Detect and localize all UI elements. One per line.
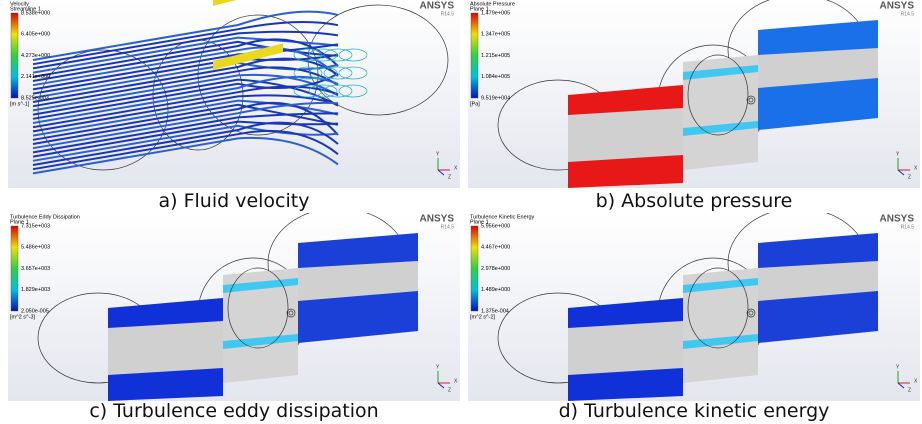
shape <box>568 321 683 375</box>
caption: c) Turbulence eddy dissipation <box>8 400 460 422</box>
legend-tick-label: 5.486e+003 <box>21 245 50 251</box>
figure: VelocityStreamline 18.538e+0006.405e+000… <box>0 0 922 424</box>
legend-unit: [Pa] <box>470 101 480 107</box>
brand-logo: ANSYS <box>880 214 915 225</box>
legend-unit: [m^2 s^-3] <box>10 314 35 320</box>
legend-tick-label: 7.315e+003 <box>21 223 50 229</box>
axis-label: Z <box>908 174 911 180</box>
legend-tick-label: 1.829e+003 <box>21 287 50 293</box>
brand-version: R14.5 <box>441 11 455 17</box>
caption: d) Turbulence kinetic energy <box>468 400 920 422</box>
axis-label: Z <box>448 174 451 180</box>
caption: a) Fluid velocity <box>8 190 460 212</box>
panel: Absolute PressurePlane 11.479e+0051.347e… <box>468 0 920 188</box>
shape <box>568 108 683 162</box>
color-bar <box>11 13 18 98</box>
legend-tick-label: 6.405e+000 <box>21 32 50 38</box>
legend-unit: [m^2 s^-2] <box>470 314 495 320</box>
caption: b) Absolute pressure <box>468 190 920 212</box>
color-bar <box>471 226 478 311</box>
legend-tick-label: 8.538e+000 <box>21 10 50 16</box>
brand-logo: ANSYS <box>880 1 915 12</box>
legend-tick-label: 2.978e+000 <box>481 266 510 272</box>
legend-tick-label: 1.215e+005 <box>481 53 510 59</box>
brand-logo: ANSYS <box>420 1 455 12</box>
axis-label: Z <box>448 387 451 393</box>
legend-unit: [m s^-1] <box>10 101 30 107</box>
cfd-view: Absolute PressurePlane 11.479e+0051.347e… <box>468 0 920 188</box>
color-bar <box>11 226 18 311</box>
color-bar <box>471 13 478 98</box>
legend-tick-label: 1.347e+005 <box>481 32 510 38</box>
legend-tick-label: 5.956e+000 <box>481 223 510 229</box>
legend-tick-label: 4.467e+000 <box>481 245 510 251</box>
legend-tick-label: 1.479e+005 <box>481 10 510 16</box>
legend-tick-label: 1.489e+000 <box>481 287 510 293</box>
axis-label: Z <box>908 387 911 393</box>
legend-tick-label: 2.141e+000 <box>21 74 50 80</box>
legend-tick-label: 4.273e+000 <box>21 53 50 59</box>
legend-tick-label: 1.084e+005 <box>481 74 510 80</box>
shape <box>108 321 223 375</box>
brand-version: R14.5 <box>901 11 915 17</box>
brand-version: R14.5 <box>441 224 455 230</box>
legend-tick-label: 3.657e+003 <box>21 266 50 272</box>
brand-logo: ANSYS <box>420 214 455 225</box>
brand-version: R14.5 <box>901 224 915 230</box>
legend-tick-label: 9.519e+004 <box>481 95 510 101</box>
